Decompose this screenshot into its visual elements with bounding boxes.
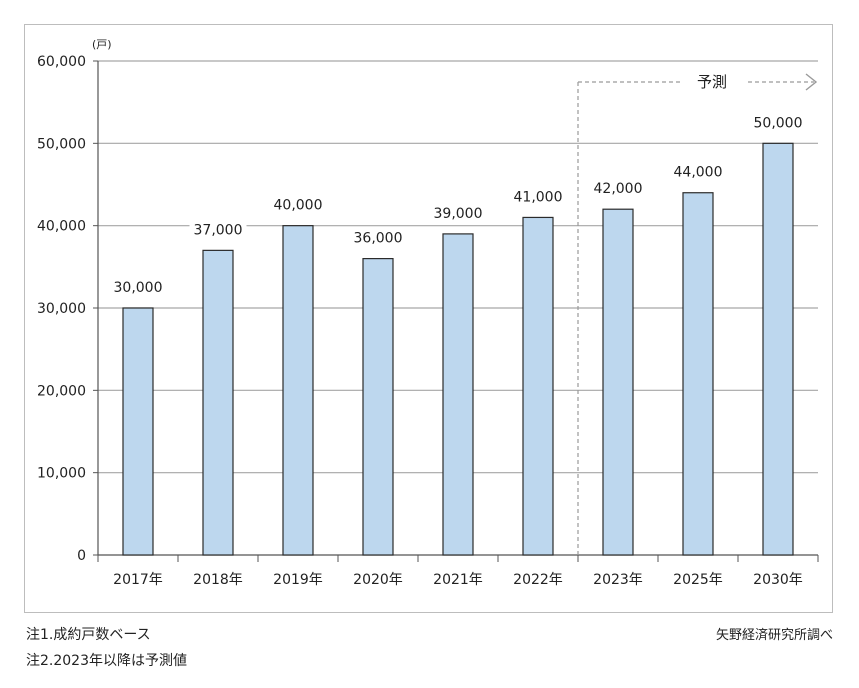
bar [282,225,314,556]
x-tick-label: 2021年 [433,572,483,588]
y-tick-label: 10,000 [37,466,86,482]
data-label: 39,000 [434,206,483,222]
data-label-background [429,204,487,223]
x-tick-label: 2023年 [593,572,643,588]
x-tick-label: 2022年 [513,572,563,588]
data-label-background [349,229,407,248]
x-tick-label: 2020年 [353,572,403,588]
y-tick-label: 60,000 [37,54,86,70]
x-tick-label: 2025年 [673,572,723,588]
data-label-background [749,114,807,133]
x-tick-label: 2017年 [113,572,163,588]
data-label: 41,000 [514,189,563,205]
forecast-arrowhead [805,73,818,91]
data-label-background [589,180,647,199]
data-label: 42,000 [594,181,643,197]
bar [682,192,714,556]
bar [122,307,154,556]
source-note: 矢野経済研究所調べ [715,628,833,643]
data-label-background [109,279,167,297]
x-tick-label: 2019年 [273,572,323,588]
bar [762,142,794,556]
x-tick-label: 2018年 [193,572,243,588]
note-1: 注1.成約戸数ベース [26,627,151,643]
data-label: 40,000 [274,198,323,214]
data-label: 44,000 [674,165,723,181]
data-label-background [269,196,327,215]
y-tick-label: 50,000 [37,136,86,152]
y-tick-label: 20,000 [37,383,86,399]
bar [202,249,234,556]
data-label-background [669,163,727,182]
y-tick-label: 0 [77,548,86,564]
y-tick-label: 40,000 [37,219,86,235]
bar [522,216,554,556]
bar [442,233,474,556]
bar [362,258,394,556]
data-label: 37,000 [194,222,243,238]
forecast-label: 予測 [697,73,727,91]
data-label-background [189,221,247,240]
data-label: 30,000 [114,280,163,296]
data-label-background [509,188,567,207]
y-tick-label: 30,000 [37,301,86,317]
x-tick-label: 2030年 [753,572,803,588]
note-2: 注2.2023年以降は予測値 [26,653,187,669]
data-label: 50,000 [754,115,803,131]
data-label: 36,000 [354,231,403,247]
bar [602,208,634,556]
y-unit-label: (戸) [92,38,112,51]
